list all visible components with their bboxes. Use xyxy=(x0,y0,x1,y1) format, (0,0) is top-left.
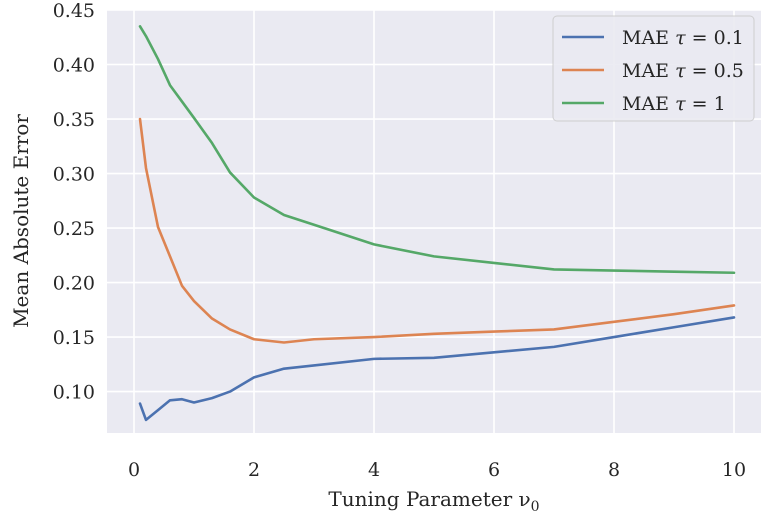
x-axis-label-main: Tuning Parameter ν xyxy=(328,487,530,511)
legend-label-value: = 0.1 xyxy=(686,27,744,49)
legend-label-tau: τ xyxy=(675,93,686,115)
y-axis-label: Mean Absolute Error xyxy=(9,114,33,328)
series-line-2 xyxy=(138,117,736,344)
legend-label-2: MAE τ = 0.5 xyxy=(622,60,744,82)
x-axis-ticks: 0 2 4 6 8 10 xyxy=(128,459,746,481)
x-tick-label: 8 xyxy=(608,459,620,481)
x-tick-label: 2 xyxy=(248,459,260,481)
x-tick-label: 6 xyxy=(488,459,500,481)
legend-label-tau: τ xyxy=(675,60,686,82)
x-axis-label-subscript: 0 xyxy=(531,499,540,515)
legend-label-1: MAE τ = 0.1 xyxy=(622,27,744,49)
y-tick-label: 0.10 xyxy=(53,382,95,404)
y-tick-label: 0.20 xyxy=(53,273,95,295)
legend-label-prefix: MAE xyxy=(622,93,675,115)
x-tick-label: 4 xyxy=(368,459,380,481)
series-lines xyxy=(138,25,736,422)
y-tick-label: 0.40 xyxy=(53,55,95,77)
x-tick-label: 0 xyxy=(128,459,140,481)
legend-label-value: = 0.5 xyxy=(686,60,744,82)
y-axis-ticks: 0.10 0.15 0.20 0.25 0.30 0.35 0.40 0.45 xyxy=(53,0,95,404)
x-tick-label: 10 xyxy=(722,459,746,481)
legend-label-value: = 1 xyxy=(686,93,726,115)
legend-box xyxy=(552,15,755,122)
series-line-3 xyxy=(138,25,736,275)
legend-label-prefix: MAE xyxy=(622,60,675,82)
series-line-1 xyxy=(138,316,736,422)
y-tick-label: 0.45 xyxy=(53,0,95,22)
y-tick-label: 0.35 xyxy=(53,109,95,131)
y-tick-label: 0.25 xyxy=(53,218,95,240)
legend-label-prefix: MAE xyxy=(622,27,675,49)
legend-label-3: MAE τ = 1 xyxy=(622,93,726,115)
grid-lines xyxy=(107,9,761,433)
y-tick-label: 0.15 xyxy=(53,327,95,349)
x-axis-label: Tuning Parameter ν0 xyxy=(328,487,539,515)
y-tick-label: 0.30 xyxy=(53,164,95,186)
legend-label-tau: τ xyxy=(675,27,686,49)
